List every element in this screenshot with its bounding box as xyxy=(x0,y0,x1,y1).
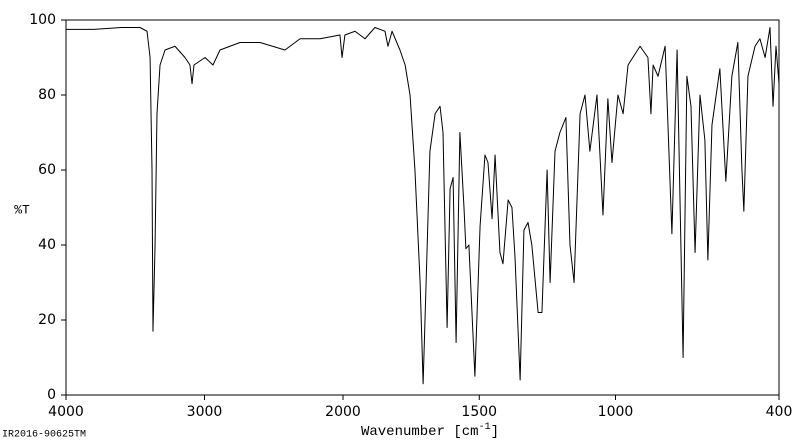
x-label-end: ] xyxy=(491,424,499,440)
y-tick-label: 60 xyxy=(38,162,56,178)
footer-id: IR2016-90625TM xyxy=(2,430,86,441)
x-tick-label: 1500 xyxy=(461,404,497,420)
spectrum-line xyxy=(66,27,780,385)
y-tick-label: 0 xyxy=(47,387,56,403)
x-label-main: Wavenumber [cm xyxy=(361,424,479,440)
y-axis-label: %T xyxy=(14,202,30,217)
y-tick-label: 100 xyxy=(29,12,56,28)
x-tick-label: 4000 xyxy=(48,404,84,420)
x-label-sup: -1 xyxy=(479,422,491,433)
y-tick-label: 40 xyxy=(38,237,56,253)
plot-frame xyxy=(65,19,780,396)
x-tick-label: 3000 xyxy=(187,404,223,420)
x-tick-label: 2000 xyxy=(325,404,361,420)
y-tick-label: 80 xyxy=(38,87,56,103)
x-tick-label: 1000 xyxy=(598,404,634,420)
x-tick-label: 400 xyxy=(766,404,793,420)
x-axis-label: Wavenumber [cm-1] xyxy=(361,422,499,440)
y-tick-label: 20 xyxy=(38,312,56,328)
